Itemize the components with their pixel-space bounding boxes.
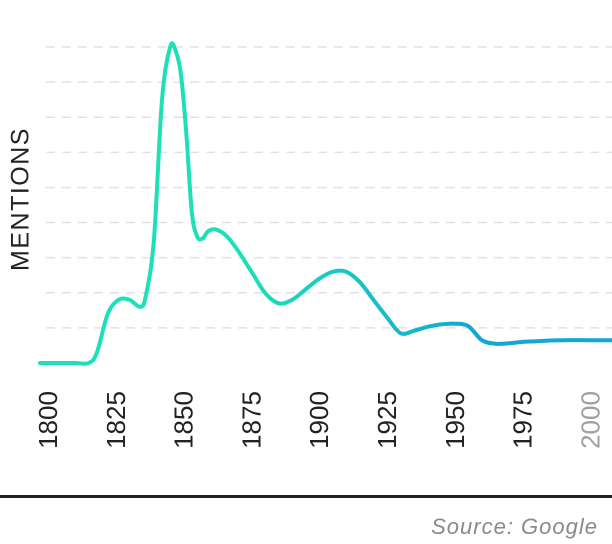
- series-line: [38, 41, 612, 366]
- source-note: Source: Google: [431, 514, 598, 539]
- y-axis-label: MENTIONS: [6, 127, 35, 271]
- x-tick-label: 2000: [575, 391, 605, 449]
- x-tick-label: 1900: [304, 391, 334, 449]
- x-axis-ticks: 1800 1825 1850 1875 1900 1925 1950 1975 2000: [33, 391, 605, 449]
- x-tick-label: 1975: [508, 391, 538, 449]
- x-tick-label: 1825: [101, 391, 131, 449]
- x-tick-label: 1950: [440, 391, 470, 449]
- y-axis-label-wrap: MENTIONS: [6, 0, 36, 544]
- grid-lines: [46, 46, 612, 329]
- bottom-rule: [0, 495, 612, 498]
- x-tick-label: 1850: [169, 391, 199, 449]
- x-tick-label: 1800: [33, 391, 63, 449]
- x-tick-label: 1925: [372, 391, 402, 449]
- x-tick-label: 1875: [236, 391, 266, 449]
